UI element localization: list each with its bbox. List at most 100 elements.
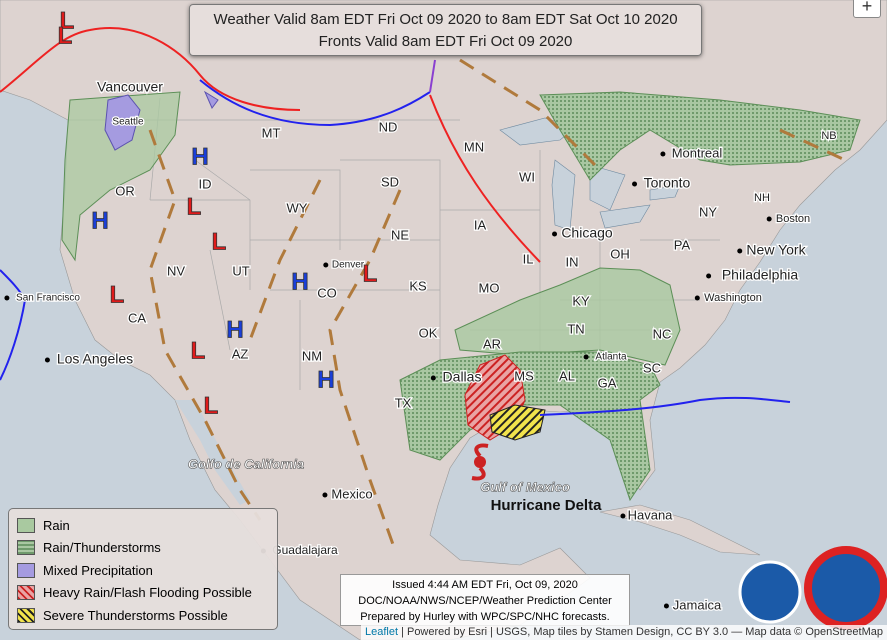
place-label: Los Angeles bbox=[57, 351, 133, 367]
pressure-center: L bbox=[212, 228, 227, 255]
place-label: Golfo de California bbox=[188, 456, 304, 471]
zoom-in-button[interactable]: + bbox=[853, 0, 881, 18]
city-dot bbox=[323, 262, 329, 268]
leaflet-link[interactable]: Leaflet bbox=[364, 626, 398, 638]
place-label: KS bbox=[409, 278, 427, 293]
attribution-text: | Powered by Esri | USGS, Map tiles by S… bbox=[401, 626, 883, 638]
place-label: NH bbox=[754, 192, 770, 204]
place-label: UT bbox=[232, 263, 249, 278]
place-label: CO bbox=[317, 285, 337, 300]
place-label: NC bbox=[653, 326, 672, 341]
place-label: IL bbox=[523, 251, 534, 266]
issued-line: Issued 4:44 AM EDT Fri, Oct 09, 2020 bbox=[392, 579, 578, 591]
legend-item: Severe Thunderstorms Possible bbox=[17, 604, 269, 627]
place-label: GA bbox=[598, 375, 617, 390]
issued-line: Prepared by Hurley with WPC/SPC/NHC fore… bbox=[360, 611, 610, 623]
legend-label: Heavy Rain/Flash Flooding Possible bbox=[43, 585, 252, 601]
place-label: MO bbox=[479, 280, 500, 295]
place-label: TX bbox=[395, 395, 412, 410]
pressure-center: L bbox=[204, 392, 219, 419]
city-dot bbox=[663, 603, 669, 609]
city-dot bbox=[694, 295, 700, 301]
place-label: Washington bbox=[704, 292, 762, 304]
cold-front bbox=[0, 269, 26, 381]
header: Weather Valid 8am EDT Fri Oct 09 2020 to… bbox=[189, 4, 702, 56]
legend-label: Severe Thunderstorms Possible bbox=[43, 607, 228, 623]
place-label: Guadalajara bbox=[272, 543, 338, 557]
place-label: PA bbox=[674, 237, 691, 252]
place-label: WI bbox=[519, 169, 535, 184]
place-label: AZ bbox=[232, 346, 249, 361]
legend-item: Heavy Rain/Flash Flooding Possible bbox=[17, 582, 269, 605]
place-label: NB bbox=[821, 130, 836, 142]
place-label: ID bbox=[199, 176, 212, 191]
city-dot bbox=[632, 181, 638, 187]
place-label: Seattle bbox=[112, 117, 144, 128]
city-dot bbox=[4, 295, 10, 301]
place-label: SC bbox=[643, 360, 661, 375]
pressure-center: H bbox=[226, 316, 243, 343]
city-dot bbox=[660, 151, 666, 157]
place-label: Vancouver bbox=[97, 79, 163, 95]
troughs bbox=[148, 58, 846, 551]
place-label: Philadelphia bbox=[722, 267, 798, 283]
place-label: New York bbox=[746, 242, 806, 258]
legend-label: Rain bbox=[43, 517, 70, 533]
pressure-center: L bbox=[58, 22, 73, 49]
city-dot bbox=[706, 273, 712, 279]
place-label: SD bbox=[381, 174, 399, 189]
severe-area bbox=[489, 404, 546, 441]
legend-swatch bbox=[17, 517, 35, 533]
place-label: Gulf of Mexico bbox=[480, 479, 570, 494]
legend-item: Rain bbox=[17, 514, 269, 537]
place-label: OR bbox=[115, 183, 135, 198]
pressure-center: L bbox=[363, 260, 378, 287]
cold-front bbox=[429, 94, 541, 263]
place-label: NM bbox=[302, 348, 322, 363]
legend: Rain Rain/Thunderstorms Mixed Precipitatio… bbox=[8, 508, 278, 630]
attribution: Leaflet | Powered by Esri | USGS, Map ti… bbox=[360, 625, 887, 640]
place-label: Boston bbox=[776, 213, 810, 225]
place-label: TN bbox=[567, 321, 584, 336]
place-label: CA bbox=[128, 310, 146, 325]
place-label: Montreal bbox=[672, 145, 723, 160]
place-label: NY bbox=[699, 204, 717, 219]
legend-item: Rain/Thunderstorms bbox=[17, 537, 269, 560]
baja bbox=[175, 400, 250, 505]
city-dot bbox=[44, 357, 50, 363]
legend-swatch bbox=[17, 607, 35, 623]
pressure-center: H bbox=[191, 143, 208, 170]
place-label: Jamaica bbox=[673, 597, 722, 612]
occluded-front bbox=[429, 59, 436, 93]
place-label: AR bbox=[483, 336, 501, 351]
legend-swatch bbox=[17, 540, 35, 556]
warm-front bbox=[0, 27, 301, 111]
city-dot bbox=[552, 231, 558, 237]
nws-logo bbox=[804, 546, 887, 630]
issued-box: Issued 4:44 AM EDT Fri, Oct 09, 2020 DOC/… bbox=[340, 574, 630, 626]
place-label: Denver bbox=[332, 260, 365, 271]
city-dot bbox=[322, 492, 328, 498]
city-dot bbox=[737, 248, 743, 254]
issued-line: DOC/NOAA/NWS/NCEP/Weather Prediction Cen… bbox=[358, 595, 612, 607]
place-label: Chicago bbox=[561, 225, 613, 241]
place-label: IA bbox=[474, 217, 487, 232]
tstorm-area bbox=[399, 351, 661, 502]
city-dot bbox=[766, 216, 772, 222]
place-label: WY bbox=[287, 200, 308, 215]
place-label: OH bbox=[610, 246, 630, 261]
city-dot bbox=[583, 354, 589, 360]
place-label: OK bbox=[419, 325, 438, 340]
pressure-center: H bbox=[91, 207, 108, 234]
pressure-center: L bbox=[187, 193, 202, 220]
place-label: Atlanta bbox=[595, 352, 627, 363]
legend-label: Mixed Precipitation bbox=[43, 562, 153, 578]
place-label: MT bbox=[262, 125, 281, 140]
place-label: NV bbox=[167, 263, 185, 278]
place-label: MS bbox=[514, 368, 534, 383]
city-dot bbox=[620, 513, 626, 519]
tstorm-area bbox=[539, 91, 861, 181]
place-label: MN bbox=[464, 139, 484, 154]
